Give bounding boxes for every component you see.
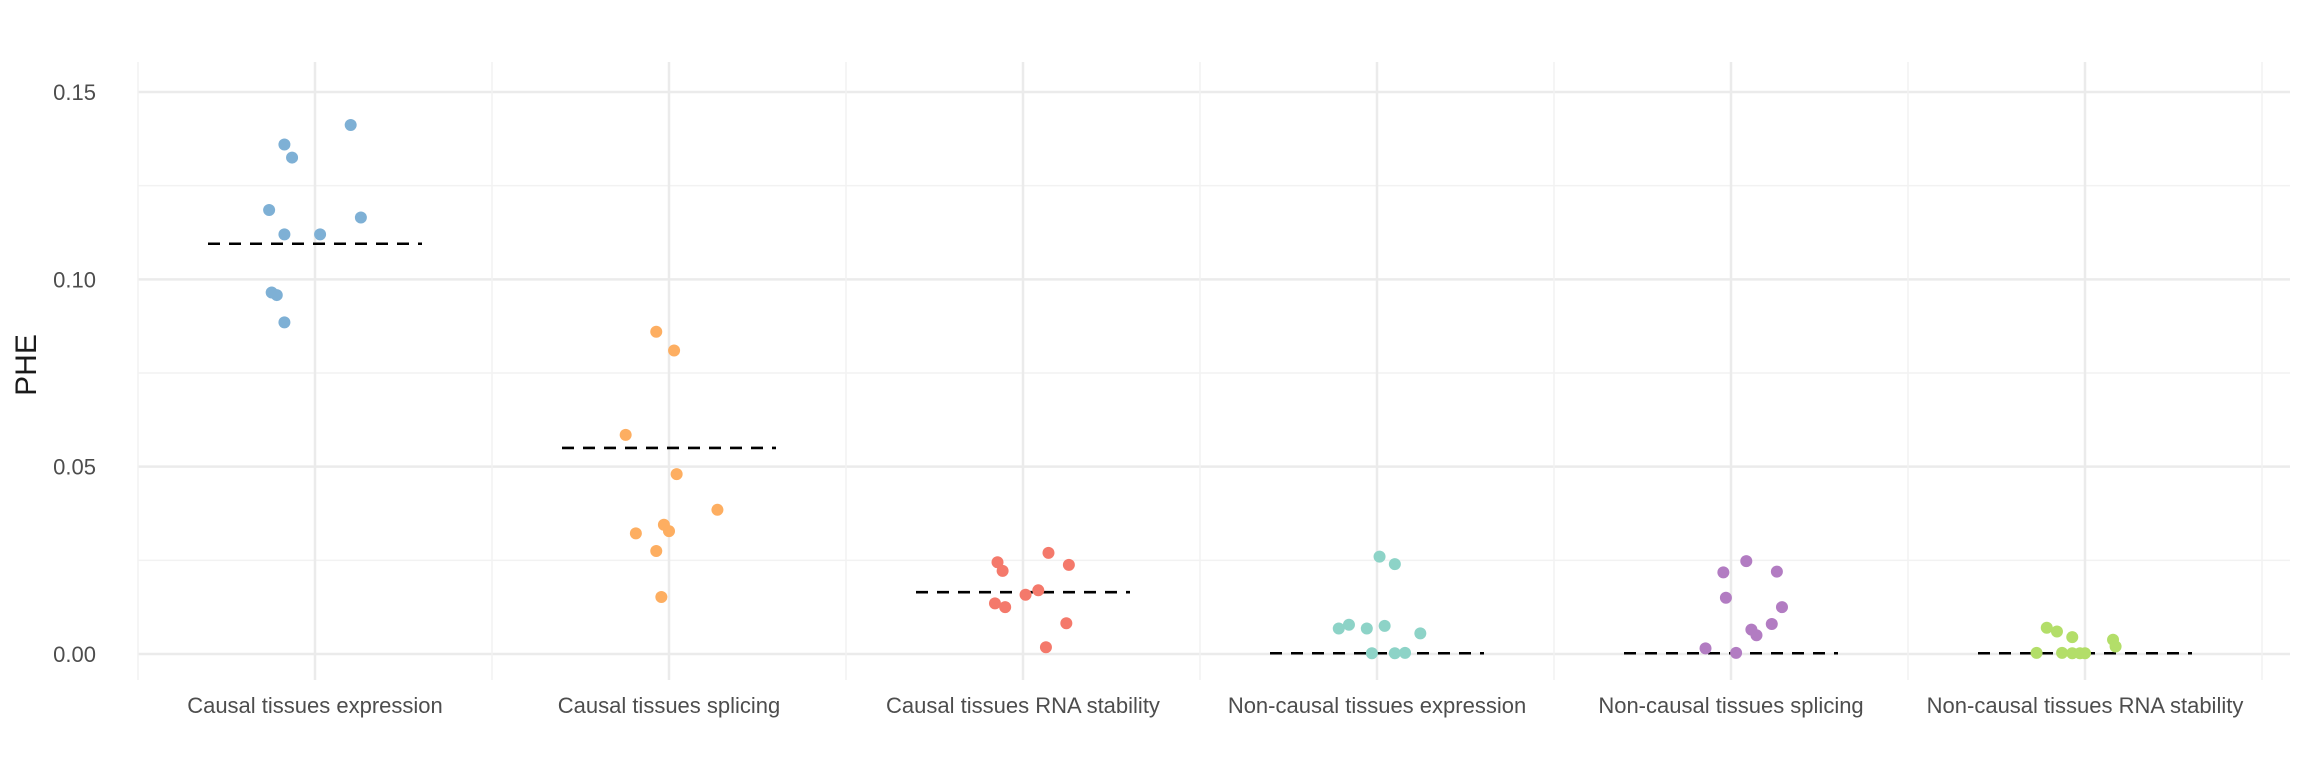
data-point [1399,646,1412,659]
data-point [668,344,681,357]
data-point [278,138,291,151]
data-point [999,601,1012,614]
y-tick-label: 0.10 [53,267,96,292]
data-point [663,525,675,538]
data-point [1060,617,1073,630]
data-point [1332,622,1345,635]
data-point [2079,647,2091,660]
data-point [1019,588,1032,601]
x-tick-label: Non-causal tissues expression [1228,693,1526,718]
data-point [1719,591,1732,604]
data-point [1042,546,1055,559]
data-point [1062,558,1075,571]
data-point [1360,622,1373,635]
data-point [1378,619,1391,632]
data-point [650,544,663,557]
data-points [263,118,2122,660]
x-tick-label: Causal tissues RNA stability [886,693,1160,718]
data-point [1730,646,1743,659]
data-point [270,289,283,302]
data-point [1717,566,1730,579]
data-point [354,211,367,224]
y-axis-ticks: 0.00 0.05 0.10 0.15 [53,80,96,667]
data-point [1032,584,1045,597]
y-tick-label: 0.05 [53,455,96,480]
data-point [2066,631,2079,644]
data-point [1775,601,1788,614]
x-tick-label: Causal tissues splicing [558,693,781,718]
data-point [1373,550,1386,563]
data-point [263,204,276,217]
data-point [629,527,642,540]
data-point [1414,627,1427,640]
y-tick-label: 0.15 [53,80,96,105]
data-point [711,503,724,516]
data-point [314,228,327,241]
x-tick-label: Non-causal tissues RNA stability [1927,693,2244,718]
data-point [2040,621,2053,634]
data-point [1750,629,1763,642]
data-point [1388,647,1401,660]
x-tick-label: Causal tissues expression [187,693,443,718]
data-point [1765,618,1778,631]
data-point [1365,647,1378,660]
data-point [2056,646,2069,659]
x-axis-ticks: Causal tissues expression Causal tissues … [187,693,2243,718]
data-point [996,564,1009,577]
data-point [344,118,357,131]
y-axis-title: PHE [10,334,43,396]
data-point [1342,618,1355,631]
data-point [1740,555,1753,568]
data-point [670,468,683,481]
y-tick-label: 0.00 [53,642,96,667]
data-point [2050,625,2063,638]
data-point [286,151,299,164]
x-tick-label: Non-causal tissues splicing [1598,693,1863,718]
data-point [988,597,1001,610]
data-point [278,228,291,241]
data-point [1388,558,1401,571]
data-point [619,428,632,441]
data-point [278,316,291,329]
data-point [1039,641,1052,654]
data-point [1770,565,1783,578]
data-point [655,591,668,604]
grid-lines [137,62,2290,680]
data-point [2030,646,2043,659]
data-point [2109,640,2122,653]
data-point [650,325,663,338]
data-point [1699,642,1712,655]
